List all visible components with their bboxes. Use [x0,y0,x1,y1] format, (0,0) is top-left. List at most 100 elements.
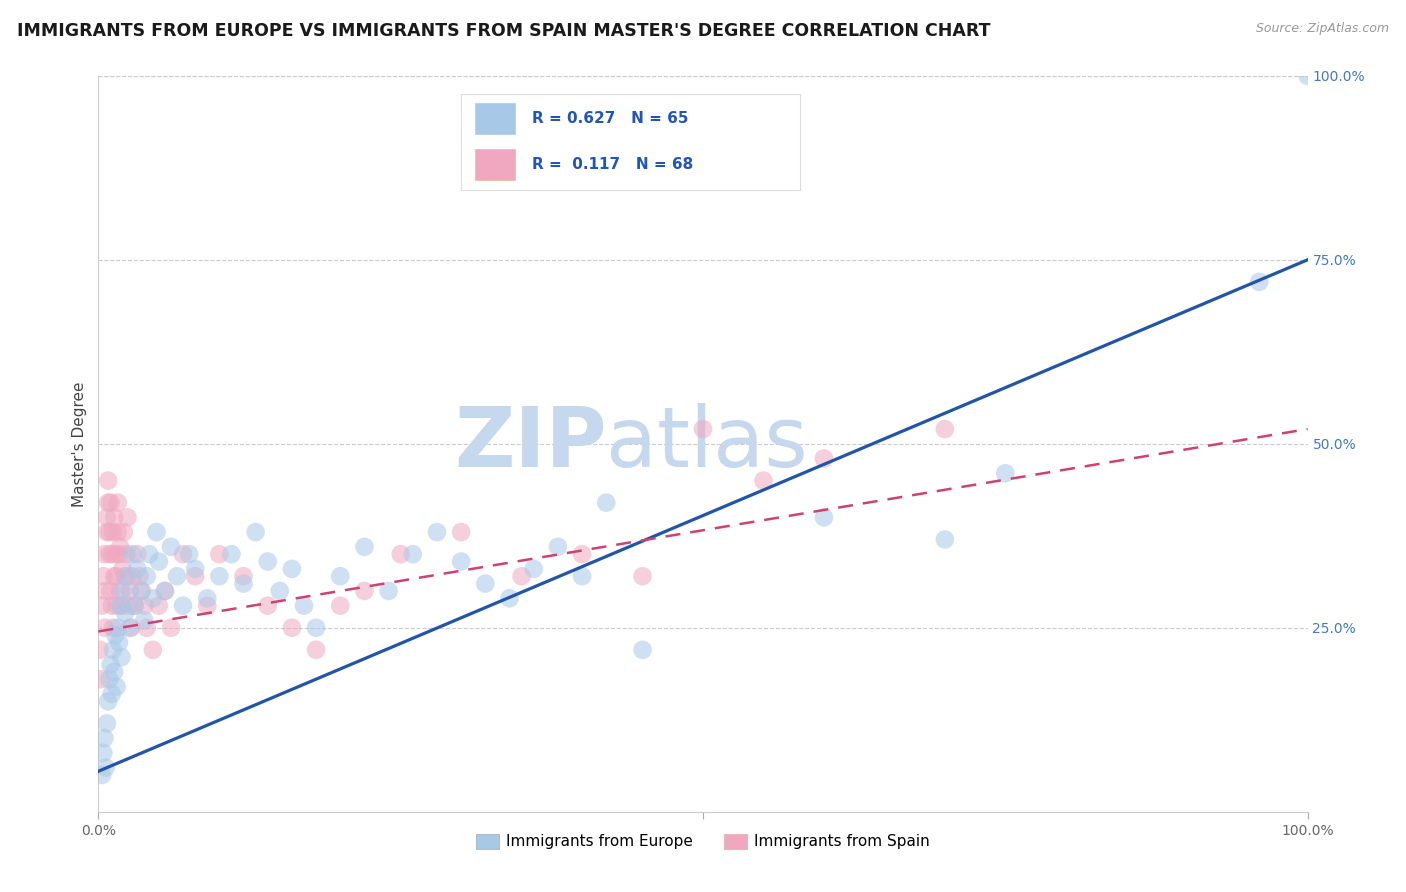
Point [104,628,127,642]
Point [117,569,139,583]
Point [93,731,115,746]
Point [934,422,956,436]
Point [166,569,188,583]
Point [135,569,157,583]
Point [292,599,315,613]
Point [498,591,520,606]
Point [105,680,128,694]
Point [131,584,153,599]
Point [121,569,143,583]
Point [305,621,328,635]
Point [114,569,136,583]
Point [208,547,231,561]
Point [97,474,120,488]
Point [813,510,835,524]
Point [110,599,132,613]
Point [103,569,125,583]
Point [100,547,122,561]
Point [281,562,304,576]
Point [305,642,328,657]
Point [402,547,425,561]
Point [752,474,775,488]
Point [127,547,149,561]
Point [631,569,654,583]
Point [100,657,122,672]
Point [91,768,114,782]
Point [103,665,125,679]
Point [108,547,131,561]
Point [96,510,118,524]
Point [93,547,115,561]
Point [108,599,131,613]
Point [571,547,593,561]
Point [101,621,124,635]
Point [108,635,131,649]
Point [389,547,412,561]
Point [118,621,141,635]
Point [111,584,134,599]
Point [107,524,129,539]
Point [474,576,496,591]
Point [90,673,112,687]
Point [208,569,231,583]
Point [1296,69,1319,83]
Point [450,524,472,539]
Point [172,599,194,613]
Point [117,510,139,524]
Point [281,621,304,635]
Point [124,599,146,613]
Point [108,584,131,599]
Point [96,716,118,731]
Point [129,584,152,599]
Point [105,569,128,583]
Point [100,496,122,510]
Point [142,591,165,606]
Point [232,569,254,583]
Point [138,547,160,561]
Point [97,694,120,708]
Point [232,576,254,591]
Point [510,569,533,583]
Point [100,584,122,599]
Point [269,584,291,599]
Point [153,584,176,599]
Point [110,650,132,665]
Point [91,746,114,760]
Point [160,540,183,554]
Point [329,599,352,613]
Point [221,547,243,561]
Point [134,599,156,613]
Point [118,599,141,613]
Point [108,540,131,554]
Point [124,599,146,613]
Point [105,599,128,613]
Point [934,533,956,547]
Text: IMMIGRANTS FROM EUROPE VS IMMIGRANTS FROM SPAIN MASTER'S DEGREE CORRELATION CHAR: IMMIGRANTS FROM EUROPE VS IMMIGRANTS FRO… [17,22,990,40]
Point [426,524,449,539]
Point [121,547,143,561]
Point [103,510,125,524]
Point [172,547,194,561]
Point [93,621,115,635]
Point [523,562,546,576]
Point [160,621,183,635]
Point [97,496,120,510]
Point [148,599,170,613]
Point [153,584,176,599]
Point [450,554,472,569]
Point [94,584,117,599]
Point [112,524,135,539]
Point [107,496,129,510]
Point [111,562,134,576]
Point [256,599,278,613]
Point [115,547,138,561]
Point [100,687,122,701]
Point [98,524,121,539]
Point [120,621,142,635]
Point [94,760,117,774]
Point [128,569,150,583]
Point [118,584,141,599]
Point [631,642,654,657]
Point [994,466,1017,480]
Point [91,599,114,613]
